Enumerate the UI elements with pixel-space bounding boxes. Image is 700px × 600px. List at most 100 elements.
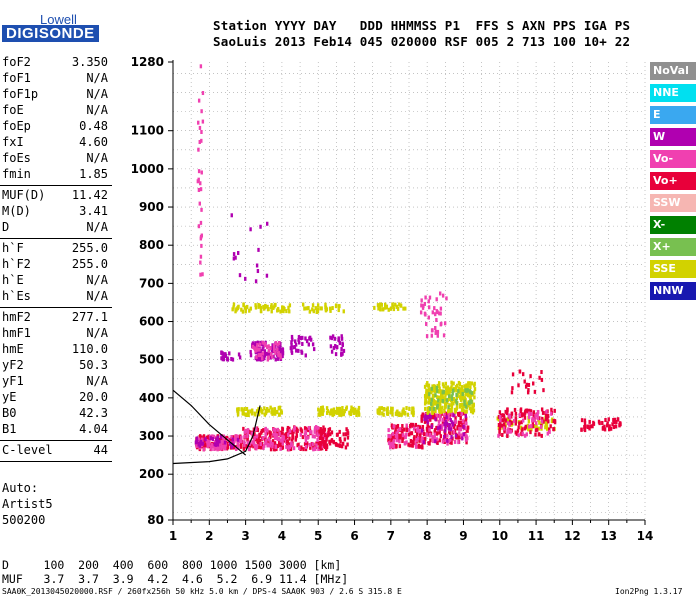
data-point <box>220 350 223 355</box>
data-point <box>281 354 284 359</box>
data-point <box>276 342 279 347</box>
data-point <box>445 398 449 403</box>
data-point <box>431 384 434 389</box>
data-point <box>521 372 525 377</box>
legend-item: NNW <box>650 282 696 300</box>
data-point <box>236 437 240 442</box>
data-point <box>267 344 270 349</box>
data-point <box>497 423 501 428</box>
data-point <box>244 276 247 281</box>
data-point <box>248 430 251 435</box>
data-point <box>265 431 269 436</box>
data-point <box>335 303 338 308</box>
data-point <box>452 413 455 418</box>
data-point <box>541 410 545 415</box>
data-point <box>303 306 306 311</box>
data-point <box>278 437 281 442</box>
separator <box>0 185 112 186</box>
data-point <box>552 427 555 432</box>
data-point <box>460 396 464 401</box>
data-point <box>270 303 273 308</box>
data-point <box>216 445 220 450</box>
data-point <box>447 426 450 431</box>
data-point <box>465 409 468 414</box>
data-point <box>290 334 294 339</box>
data-point <box>337 308 340 313</box>
param-name: hmF1 <box>2 326 31 340</box>
data-point <box>428 396 431 401</box>
data-point <box>294 339 297 344</box>
data-point <box>423 401 427 406</box>
data-point <box>246 409 250 414</box>
param-value: 110.0 <box>71 342 108 356</box>
data-point <box>438 396 441 401</box>
data-point <box>238 273 242 278</box>
y-tick-label: 900 <box>139 200 164 214</box>
data-point <box>394 433 398 438</box>
data-point <box>548 427 551 432</box>
y-tick-label: 1100 <box>131 124 164 138</box>
data-point <box>502 422 506 427</box>
data-point <box>401 429 404 434</box>
data-point <box>246 428 250 433</box>
data-point <box>428 295 432 300</box>
data-point <box>498 428 501 433</box>
data-point <box>429 417 432 422</box>
data-point <box>297 340 301 345</box>
data-point <box>514 421 517 426</box>
param-value: N/A <box>86 273 108 287</box>
data-point <box>201 119 205 124</box>
data-point <box>447 408 451 413</box>
data-point <box>281 434 284 439</box>
y-tick-label: 700 <box>139 276 164 290</box>
data-point <box>266 307 270 312</box>
data-point <box>318 444 322 449</box>
data-point <box>447 416 451 421</box>
data-point <box>437 419 441 424</box>
param-row: foF1 N/A <box>2 71 108 87</box>
data-point <box>435 385 439 390</box>
data-point <box>278 431 281 436</box>
data-point <box>216 442 220 447</box>
auto-artist: Artist5 <box>2 497 53 511</box>
data-point <box>438 430 441 435</box>
data-point <box>529 374 532 379</box>
param-value: N/A <box>86 289 108 303</box>
data-point <box>538 420 541 425</box>
data-point <box>440 409 443 414</box>
data-point <box>310 430 313 435</box>
legend-item: NoVal <box>650 62 696 80</box>
data-point <box>232 256 236 261</box>
data-point <box>280 445 284 450</box>
data-point <box>449 407 452 412</box>
data-point <box>423 432 426 437</box>
data-point <box>435 425 438 430</box>
data-point <box>290 350 294 355</box>
data-point <box>256 269 260 274</box>
data-point <box>464 411 467 416</box>
data-point <box>209 445 213 450</box>
data-point <box>435 309 439 314</box>
data-point <box>261 340 265 345</box>
data-point <box>539 424 543 429</box>
data-point <box>451 422 455 427</box>
data-point <box>411 406 415 411</box>
data-point <box>422 440 426 445</box>
header-line2: SaoLuis 2013 Feb14 045 020000 RSF 005 2 … <box>213 34 631 49</box>
data-point <box>468 389 472 394</box>
data-point <box>433 306 436 311</box>
data-point <box>591 424 594 429</box>
data-point <box>523 415 527 420</box>
data-point <box>423 301 427 306</box>
data-point <box>281 308 284 313</box>
data-point <box>379 302 382 307</box>
data-point <box>346 431 350 436</box>
data-point <box>288 303 292 308</box>
param-row: foF1p N/A <box>2 87 108 103</box>
data-point <box>439 425 442 430</box>
data-point <box>199 440 203 445</box>
data-point <box>301 435 305 440</box>
data-point <box>534 428 538 433</box>
data-point <box>197 177 200 182</box>
data-point <box>550 407 553 412</box>
